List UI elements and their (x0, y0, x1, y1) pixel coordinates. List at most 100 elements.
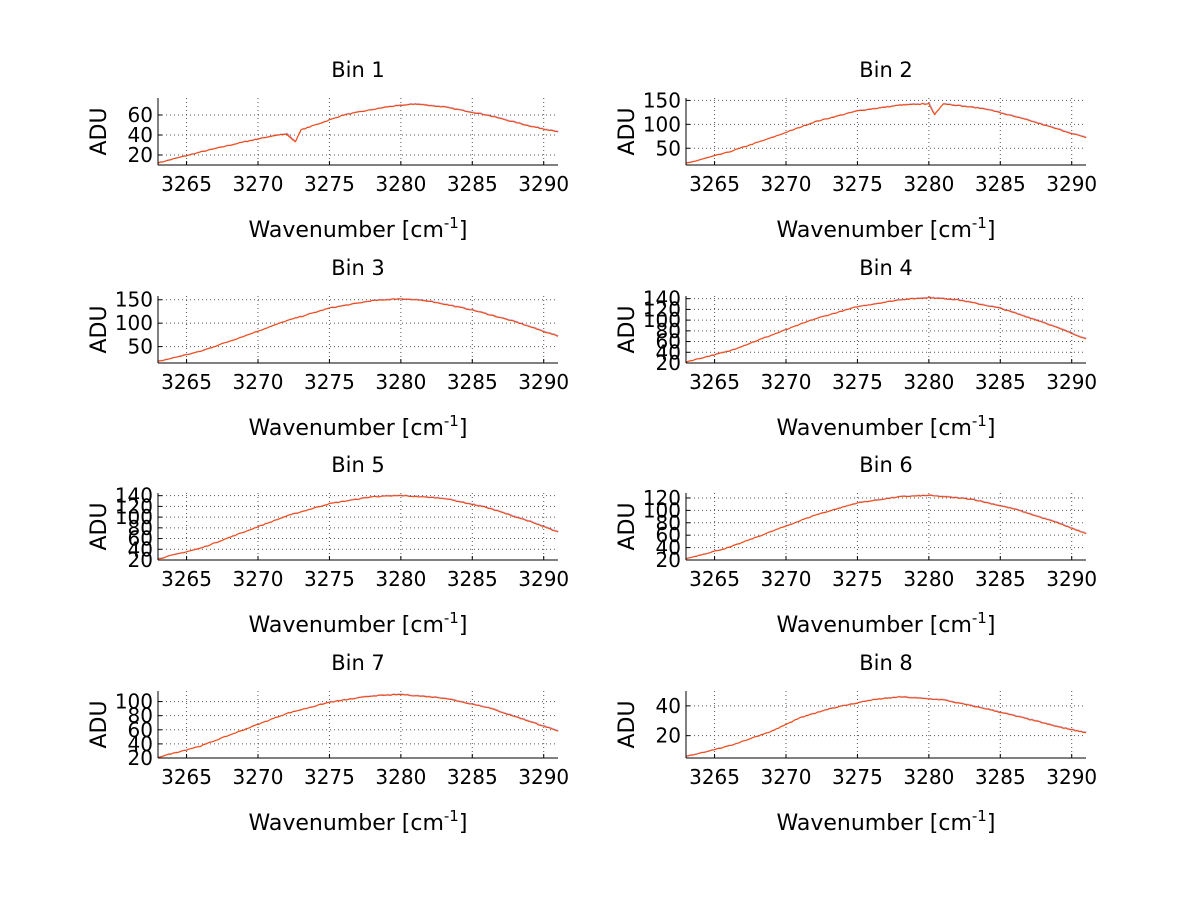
x-axis-label: Wavenumber [cm-1] (249, 214, 468, 243)
panel-title: Bin 2 (859, 58, 913, 82)
x-tick-label: 3265 (161, 370, 212, 394)
y-tick-label: 60 (656, 523, 681, 547)
x-axis-label: Wavenumber [cm-1] (249, 807, 468, 836)
y-tick-label: 120 (643, 486, 681, 510)
x-tick-label: 3275 (832, 765, 883, 789)
y-tick-label: 50 (128, 335, 153, 359)
x-axis-label: Wavenumber [cm-1] (777, 807, 996, 836)
panel-bin-4: 3265 3270 3275 3280 3285 3290 2040608010012014… (615, 256, 1097, 441)
y-tick-label: 80 (128, 516, 153, 540)
x-tick-label: 3265 (161, 765, 212, 789)
x-tick-label: 3265 (689, 370, 740, 394)
x-tick-label: 3285 (975, 567, 1026, 591)
x-tick-label: 3275 (832, 567, 883, 591)
x-tick-label: 3290 (1046, 370, 1097, 394)
series-line (685, 102, 1087, 164)
y-tick-label: 40 (656, 536, 681, 560)
y-tick-label: 150 (115, 288, 153, 312)
x-tick-label: 3270 (233, 172, 284, 196)
y-axis-label: ADU (615, 502, 640, 550)
x-tick-label: 3280 (903, 370, 954, 394)
x-tick-label: 3280 (903, 765, 954, 789)
y-axis-label: ADU (87, 700, 112, 748)
x-tick-label: 3275 (304, 567, 355, 591)
x-tick-label: 3280 (375, 172, 426, 196)
y-axis-label: ADU (615, 107, 640, 155)
x-axis-label: Wavenumber [cm-1] (777, 214, 996, 243)
x-tick-label: 3280 (903, 567, 954, 591)
x-tick-label: 3270 (761, 370, 812, 394)
x-tick-label: 3265 (689, 765, 740, 789)
y-tick-label: 60 (128, 718, 153, 742)
series-line-shadow (686, 494, 1087, 559)
y-tick-label: 40 (128, 732, 153, 756)
y-tick-label: 80 (128, 704, 153, 728)
panel-title: Bin 1 (331, 58, 385, 82)
x-tick-label: 3290 (518, 765, 569, 789)
series-line-shadow (158, 693, 559, 758)
x-tick-label: 3265 (689, 567, 740, 591)
panel-title: Bin 5 (331, 453, 385, 477)
y-tick-label: 40 (656, 340, 681, 364)
y-tick-label: 100 (643, 308, 681, 332)
y-axis-label: ADU (87, 502, 112, 550)
x-tick-label: 3275 (304, 172, 355, 196)
x-tick-label: 3290 (1046, 765, 1097, 789)
y-tick-label: 20 (128, 548, 153, 572)
y-tick-label: 100 (643, 498, 681, 522)
x-tick-label: 3270 (233, 567, 284, 591)
y-tick-label: 120 (643, 297, 681, 321)
x-tick-label: 3290 (518, 172, 569, 196)
series-line (685, 494, 1087, 560)
series-line-shadow (158, 297, 559, 362)
y-tick-label: 140 (115, 484, 153, 508)
panel-title: Bin 4 (859, 256, 913, 280)
series-line-shadow (158, 494, 559, 559)
y-tick-label: 80 (656, 511, 681, 535)
y-tick-label: 100 (115, 690, 153, 714)
x-tick-label: 3270 (233, 765, 284, 789)
x-axis-label: Wavenumber [cm-1] (777, 412, 996, 441)
series-line (685, 296, 1087, 363)
x-tick-label: 3270 (761, 765, 812, 789)
x-axis-label: Wavenumber [cm-1] (777, 609, 996, 638)
panel-title: Bin 3 (331, 256, 385, 280)
y-tick-label: 20 (656, 724, 681, 748)
x-tick-label: 3265 (161, 172, 212, 196)
x-tick-label: 3285 (975, 765, 1026, 789)
x-tick-label: 3285 (447, 567, 498, 591)
x-tick-label: 3280 (375, 370, 426, 394)
panel-title: Bin 7 (331, 651, 385, 675)
series-line (157, 693, 559, 759)
x-tick-label: 3285 (975, 172, 1026, 196)
x-tick-label: 3285 (447, 172, 498, 196)
y-tick-label: 60 (128, 103, 153, 127)
panel-bin-5: 3265 3270 3275 3280 3285 3290 2040608010012014… (87, 453, 569, 638)
x-tick-label: 3275 (832, 370, 883, 394)
x-tick-label: 3285 (975, 370, 1026, 394)
y-tick-label: 50 (656, 136, 681, 160)
y-tick-label: 80 (656, 319, 681, 343)
x-tick-label: 3265 (689, 172, 740, 196)
x-tick-label: 3280 (375, 567, 426, 591)
y-tick-label: 40 (128, 123, 153, 147)
panel-bin-8: 3265 3270 3275 3280 3285 3290 20 40 Bin 8 Wavenum… (615, 651, 1097, 836)
y-tick-label: 100 (115, 505, 153, 529)
x-tick-label: 3265 (161, 567, 212, 591)
x-axis-label: Wavenumber [cm-1] (249, 609, 468, 638)
y-tick-label: 150 (643, 88, 681, 112)
x-tick-label: 3290 (518, 567, 569, 591)
series-line (157, 495, 559, 560)
x-axis-label: Wavenumber [cm-1] (249, 412, 468, 441)
y-tick-label: 100 (115, 311, 153, 335)
y-axis-label: ADU (615, 305, 640, 353)
x-tick-label: 3285 (447, 765, 498, 789)
y-tick-label: 120 (115, 494, 153, 518)
y-tick-label: 20 (656, 548, 681, 572)
y-axis-label: ADU (87, 107, 112, 155)
